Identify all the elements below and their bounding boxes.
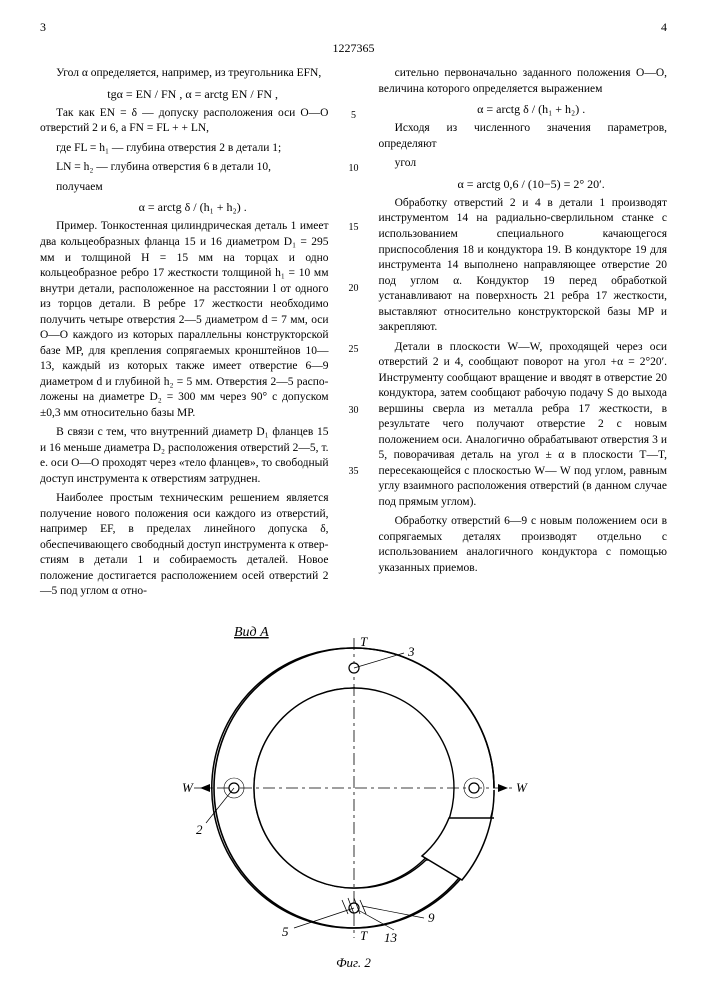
label-t-top: T — [360, 634, 368, 649]
para: Детали в плоскости W—W, проходящей через… — [379, 340, 668, 511]
para: угол — [379, 156, 668, 172]
formula: α = arctg δ / (h₁ + h₂) . — [40, 199, 329, 215]
page-num-left: 3 — [40, 20, 46, 35]
label-9: 9 — [428, 910, 435, 925]
line-num: 10 — [349, 163, 359, 174]
figure: Вид A 3 — [40, 618, 667, 971]
para: Угол α определяется, например, из тре­уг… — [40, 66, 329, 82]
figure-caption: Фиг. 2 — [40, 955, 667, 971]
right-column: сительно первоначально заданного положе­… — [379, 66, 668, 604]
line-num: 20 — [349, 283, 359, 294]
para: где FL = h₁ — глубина отверстия 2 в дета… — [40, 141, 329, 157]
para: Так как EN = δ — допуску расположе­ния о… — [40, 106, 329, 137]
label-w-left: W — [182, 780, 194, 795]
para: сительно первоначально заданного положе­… — [379, 66, 668, 97]
formula: α = arctg δ / (h₁ + h₂) . — [379, 101, 668, 117]
label-5: 5 — [282, 924, 289, 939]
page: 3 4 1227365 Угол α определяется, наприме… — [0, 0, 707, 991]
line-num: 5 — [351, 110, 356, 121]
line-num: 25 — [349, 344, 359, 355]
figure-svg: Вид A 3 — [144, 618, 564, 948]
label-w-right: W — [516, 780, 528, 795]
leader-2 — [206, 788, 234, 823]
page-num-right: 4 — [661, 20, 667, 35]
para: LN = h₂ — глубина отверстия 6 в дета­ли … — [40, 160, 329, 176]
formula: tgα = EN / FN , α = arctg EN / FN , — [40, 86, 329, 102]
arrow-w-right — [498, 784, 508, 792]
line-num: 35 — [349, 466, 359, 477]
para: В связи с тем, что внутренний диаметр D₁… — [40, 425, 329, 487]
leader-9 — [362, 906, 424, 918]
leader-3 — [354, 653, 404, 668]
para: Пример. Тонкостенная цилиндрическая дета… — [40, 219, 329, 421]
patent-number: 1227365 — [40, 41, 667, 56]
formula: α = arctg 0,6 / (10−5) = 2° 20′. — [379, 176, 668, 192]
para: Обработку отверстий 6—9 с новым по­ложен… — [379, 514, 668, 576]
text-columns: Угол α определяется, например, из тре­уг… — [40, 66, 667, 604]
line-number-gutter: 5 10 15 20 25 30 35 — [347, 66, 361, 604]
para: получаем — [40, 180, 329, 196]
line-num: 30 — [349, 405, 359, 416]
label-t-bot: T — [360, 928, 368, 943]
para: Обработку отверстий 2 и 4 в детали 1 про… — [379, 196, 668, 336]
left-column: Угол α определяется, например, из тре­уг… — [40, 66, 329, 604]
para: Наиболее простым техническим реше­нием я… — [40, 491, 329, 600]
label-13: 13 — [384, 930, 398, 945]
para: Исходя из численного значения парамет­ро… — [379, 121, 668, 152]
view-label: Вид A — [234, 625, 269, 640]
line-num: 15 — [349, 222, 359, 233]
label-2: 2 — [196, 822, 203, 837]
hole-right — [469, 783, 479, 793]
arrow-w-left — [200, 784, 210, 792]
label-3: 3 — [407, 644, 415, 659]
page-header: 3 4 — [40, 20, 667, 35]
